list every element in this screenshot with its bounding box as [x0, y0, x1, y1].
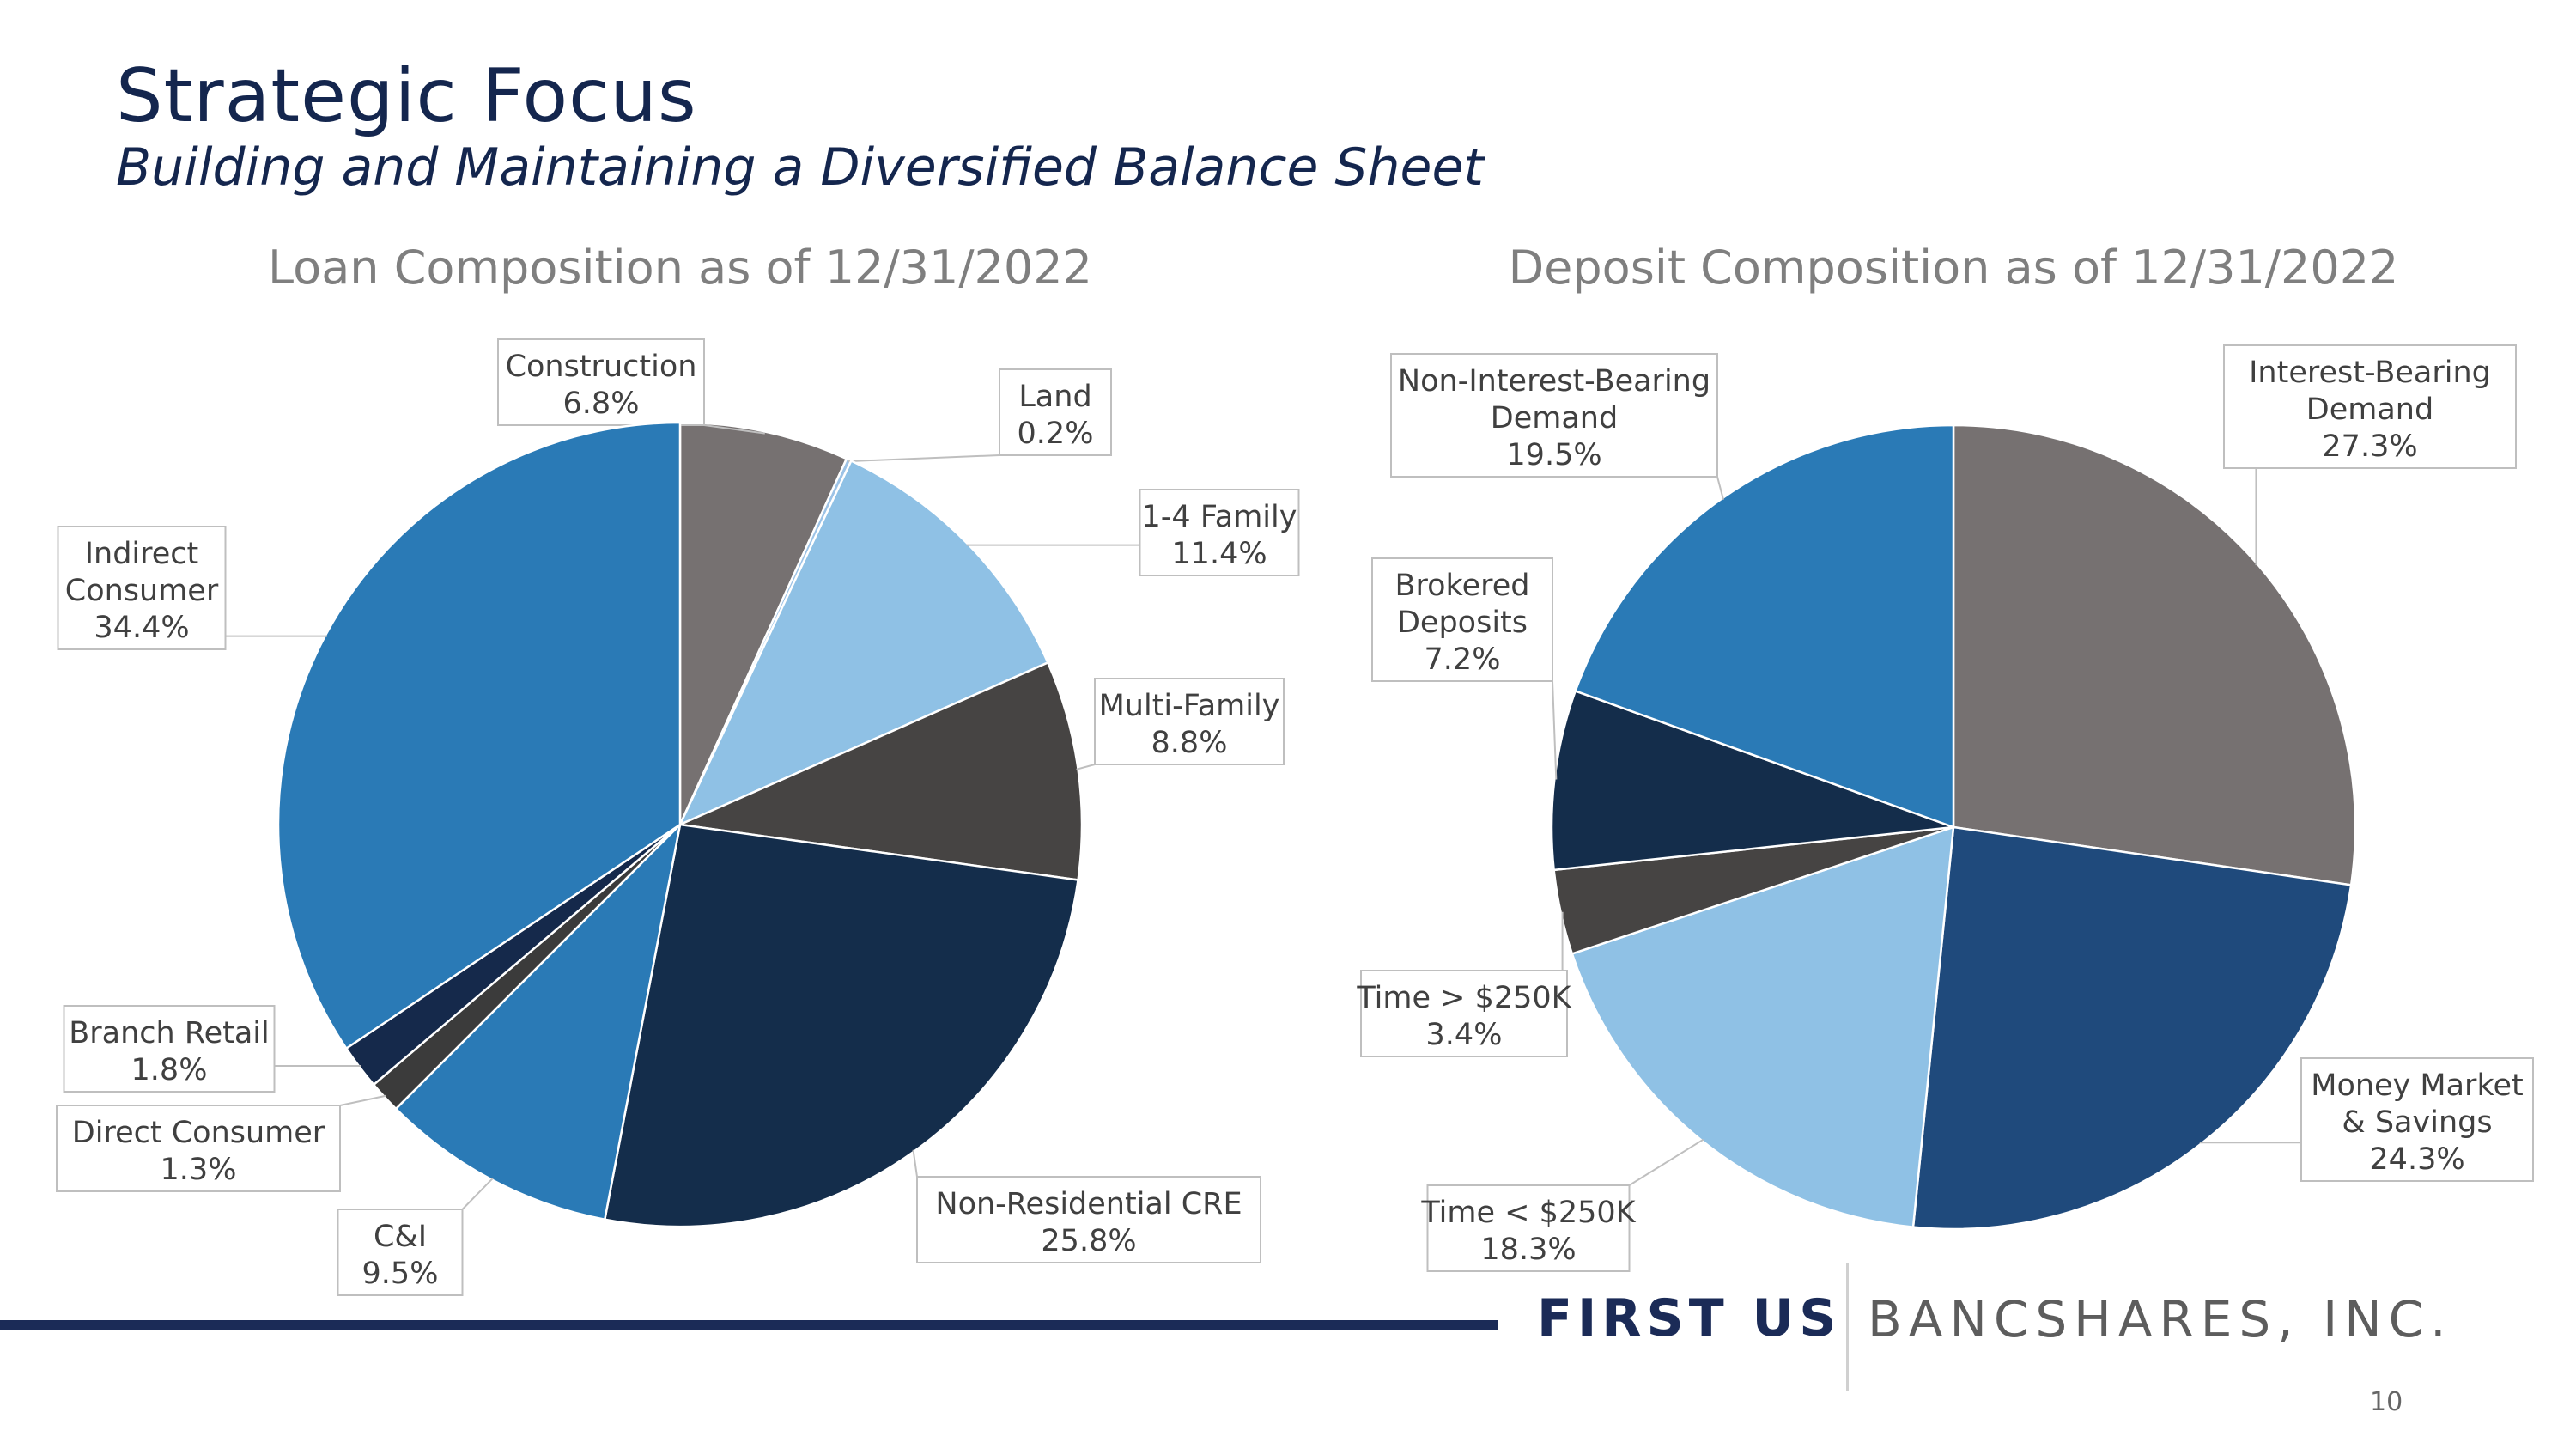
data-label-value: 18.3% [1480, 1233, 1576, 1267]
logo-separator [1846, 1263, 1849, 1391]
data-label-category: Construction [506, 350, 697, 384]
pie-slice [1911, 825, 2353, 1231]
data-label-value: 24.3% [2369, 1142, 2464, 1177]
pie-chart-deposit: Deposit Composition as of 12/31/2022 Inte… [1356, 240, 2534, 1272]
data-label-category: Land [1018, 380, 1091, 414]
data-label-category: Non-Interest-Bearing [1398, 364, 1710, 399]
data-label-category: Interest-Bearing [2249, 356, 2491, 390]
data-label-value: 1.8% [131, 1053, 208, 1087]
data-label-box [999, 368, 1112, 456]
data-label-category: Brokered [1395, 569, 1530, 603]
leader-line [848, 454, 1000, 463]
leader-line [461, 1178, 494, 1210]
pie-slice [1550, 689, 1954, 872]
data-label-box [1094, 678, 1285, 765]
pie-slice [603, 823, 1079, 1228]
data-label-box [497, 338, 705, 426]
data-label-category: Indirect [85, 537, 199, 571]
data-label-value: 19.5% [1506, 438, 1601, 472]
data-label-box [1390, 353, 1718, 478]
leader-line [703, 424, 765, 435]
data-label-category: Direct Consumer [72, 1116, 325, 1150]
data-label-box [2223, 344, 2517, 469]
leader-line [1716, 476, 1725, 500]
data-label-category: Money Market [2311, 1068, 2523, 1103]
data-label-box [2300, 1057, 2534, 1182]
data-label-box [1360, 970, 1568, 1057]
data-label-category: Demand [1491, 401, 1618, 435]
data-label-value: 27.3% [2322, 429, 2417, 464]
data-label-value: 9.5% [362, 1257, 439, 1291]
data-label-value: 25.8% [1041, 1224, 1136, 1258]
data-label-value: 6.8% [563, 387, 640, 421]
data-label-category: 1-4 Family [1142, 500, 1297, 534]
data-label-value: 1.3% [161, 1153, 237, 1187]
data-label-box [63, 1005, 276, 1093]
data-label-box [337, 1209, 464, 1296]
data-label-category: Demand [2306, 393, 2433, 427]
data-label-box [56, 1105, 341, 1192]
page-subtitle: Building and Maintaining a Diversified B… [116, 137, 1484, 198]
chart-title: Loan Composition as of 12/31/2022 [268, 240, 1092, 295]
pie-slice [1952, 423, 2357, 886]
data-label-value: 7.2% [1425, 642, 1501, 677]
page-title: Strategic Focus [116, 53, 697, 139]
data-label-category: C&I [374, 1220, 427, 1254]
data-label-category: Consumer [65, 574, 219, 608]
data-label-value: 8.8% [1151, 726, 1228, 760]
data-label-value: 11.4% [1171, 537, 1267, 571]
logo-bancshares: BANCSHARES, INC. [1868, 1290, 2453, 1349]
pie-chart-loan: Loan Composition as of 12/31/2022 Constru… [56, 240, 1300, 1296]
data-label-box [1139, 489, 1300, 576]
data-label-value: 34.4% [94, 611, 189, 645]
footer-divider-line [0, 1320, 1498, 1330]
leader-line [1552, 680, 1558, 780]
data-label-value: 0.2% [1018, 417, 1094, 451]
data-label-category: Time > $250K [1356, 981, 1571, 1015]
data-label-category: Multi-Family [1099, 689, 1280, 723]
data-label-category: Deposits [1397, 606, 1528, 640]
leader-line [1076, 764, 1096, 770]
logo-first-us: FIRST US [1537, 1288, 1842, 1349]
data-label-category: Branch Retail [69, 1016, 269, 1050]
leader-line [339, 1094, 386, 1106]
data-label-box [1426, 1184, 1631, 1272]
leader-line [912, 1149, 918, 1178]
data-label-box [1371, 557, 1553, 682]
data-label-category: Time < $250K [1420, 1196, 1636, 1230]
data-label-category: Non-Residential CRE [935, 1187, 1242, 1221]
data-label-value: 3.4% [1426, 1018, 1503, 1052]
data-label-box [916, 1176, 1261, 1263]
leader-line [1628, 1138, 1704, 1186]
chart-title: Deposit Composition as of 12/31/2022 [1509, 240, 2399, 295]
page-number: 10 [2370, 1387, 2403, 1417]
pie-slice [677, 459, 1049, 827]
data-label-box [57, 526, 227, 650]
data-label-category: & Savings [2342, 1105, 2492, 1140]
